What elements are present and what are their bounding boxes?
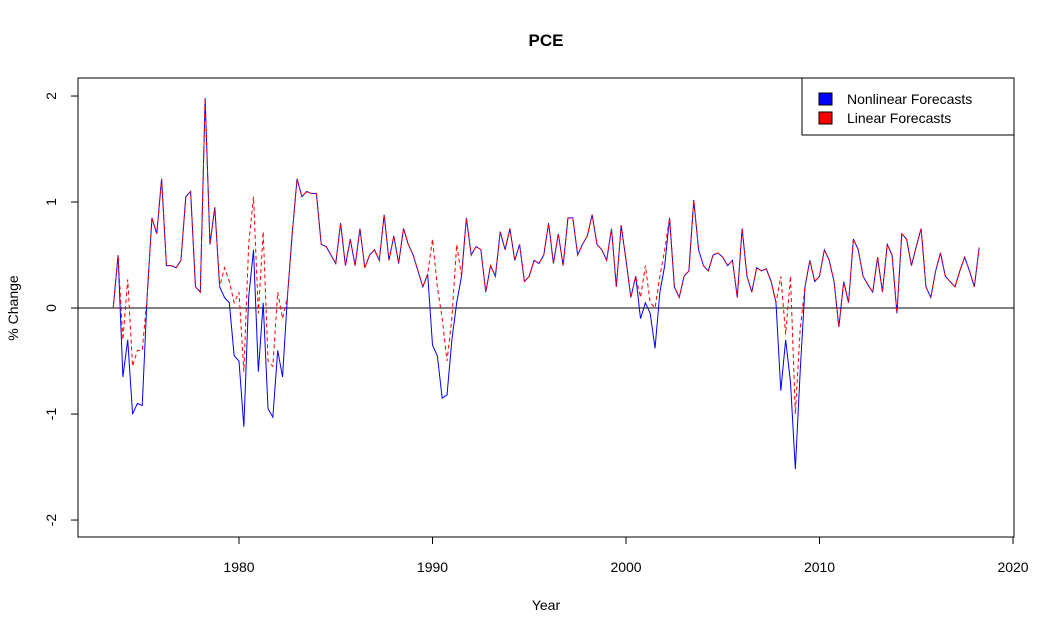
- y-tick-label: -1: [43, 408, 59, 421]
- y-axis-label: % Change: [5, 275, 21, 341]
- legend-swatch: [818, 92, 833, 106]
- plot-frame: [77, 77, 1015, 538]
- y-tick-label: 0: [43, 304, 59, 312]
- x-tick-label: 1990: [417, 559, 448, 575]
- legend-label: Nonlinear Forecasts: [847, 91, 972, 107]
- chart-title: PCE: [529, 31, 564, 50]
- x-tick-label: 2020: [997, 559, 1028, 575]
- x-tick-label: 1980: [223, 559, 254, 575]
- x-tick-label: 2000: [610, 559, 641, 575]
- legend-box: [801, 77, 1015, 136]
- x-tick-label: 2010: [804, 559, 835, 575]
- y-tick-label: -2: [43, 514, 59, 527]
- legend-swatch: [818, 111, 833, 125]
- x-axis-label: Year: [532, 597, 561, 613]
- y-tick-label: 2: [43, 92, 59, 100]
- series-line: [112, 98, 980, 415]
- legend-label: Linear Forecasts: [847, 110, 951, 126]
- y-tick-label: 1: [43, 198, 59, 206]
